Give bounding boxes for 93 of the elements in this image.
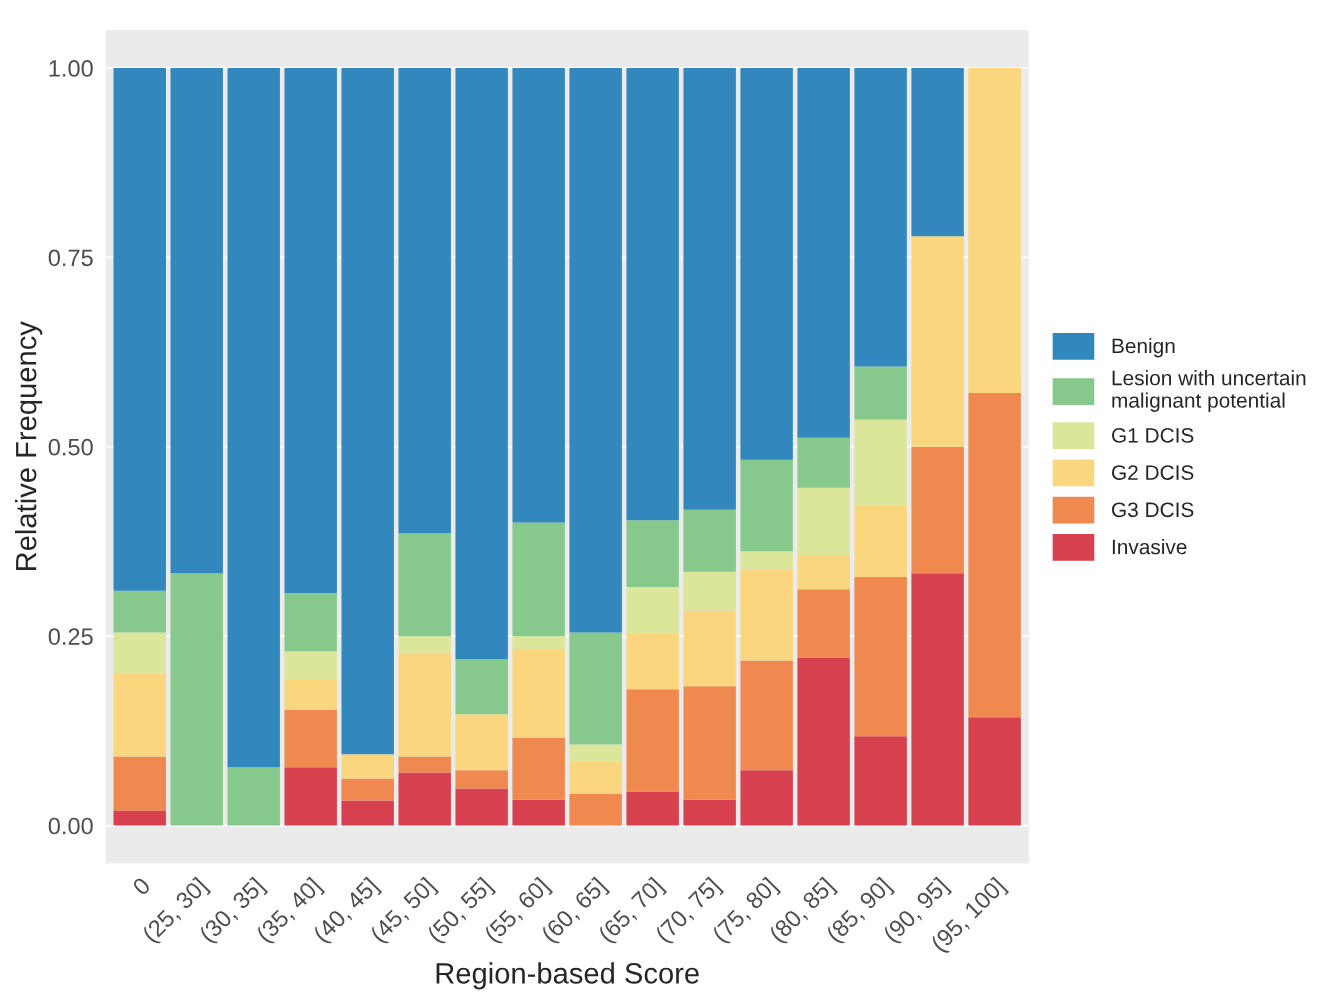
bar [113, 673, 166, 757]
bar [455, 714, 508, 771]
bar [512, 649, 565, 738]
legend-label: G1 DCIS [1112, 428, 1194, 443]
bar [398, 533, 451, 637]
bar [911, 446, 964, 574]
bar [341, 754, 394, 779]
bar [113, 756, 166, 811]
y-tick-label: 1.00 [49, 60, 93, 77]
bar [683, 509, 736, 572]
bar [911, 236, 964, 447]
bar [854, 419, 907, 506]
bar [797, 589, 850, 658]
bar [455, 658, 508, 715]
bar [740, 68, 793, 460]
x-tick-label: 0 [131, 876, 152, 897]
bar [797, 68, 850, 438]
bar [740, 660, 793, 771]
bar [683, 571, 736, 611]
bar [854, 366, 907, 420]
bar [341, 800, 394, 826]
bar [968, 717, 1021, 826]
bar [398, 68, 451, 534]
bar [569, 793, 622, 826]
legend-label: G2 DCIS [1112, 465, 1194, 480]
bar [854, 577, 907, 737]
bar [626, 520, 679, 587]
bar [113, 590, 166, 633]
y-tick-label: 0.00 [48, 817, 93, 835]
bar [341, 68, 394, 755]
bar [284, 709, 337, 768]
bar [968, 68, 1021, 393]
bar [740, 459, 793, 552]
y-tick-label: 0.25 [48, 628, 93, 645]
bar [398, 636, 451, 653]
bar [398, 772, 451, 826]
y-tick-label: 0.75 [48, 249, 93, 267]
bar [455, 770, 508, 789]
bar [854, 736, 907, 826]
bar [512, 636, 565, 650]
bar [626, 791, 679, 826]
bar [569, 68, 622, 633]
bar [569, 632, 622, 745]
y-axis-title: Relative Frequency [15, 321, 43, 571]
bar [113, 68, 166, 591]
legend-label: Benign [1112, 337, 1175, 358]
bar [398, 652, 451, 757]
bar [797, 657, 850, 826]
bar [626, 689, 679, 792]
bar [341, 778, 394, 801]
bar [797, 487, 850, 556]
bar [740, 551, 793, 569]
bar [284, 679, 337, 710]
bar [284, 592, 337, 652]
bar [284, 767, 337, 826]
bar [626, 68, 679, 521]
bar [398, 756, 451, 773]
bar [854, 505, 907, 578]
x-axis-title: Region-based Score [436, 962, 699, 990]
bar [740, 770, 793, 826]
bar [455, 788, 508, 826]
bar [455, 68, 508, 659]
bar [170, 68, 223, 574]
bar [284, 68, 337, 593]
bar [512, 522, 565, 637]
bar [968, 392, 1021, 718]
bar [170, 573, 223, 826]
bar [113, 632, 166, 674]
bar [512, 737, 565, 800]
bar [227, 767, 280, 826]
bar [911, 573, 964, 826]
bar [113, 810, 166, 826]
bar [512, 799, 565, 826]
legend-label: Invasive [1112, 539, 1187, 555]
bar [569, 761, 622, 794]
bar [626, 586, 679, 634]
bar [797, 555, 850, 590]
bar [797, 437, 850, 488]
bar [227, 68, 280, 768]
y-tick-label: 0.50 [48, 438, 93, 456]
bar [569, 744, 622, 762]
bar [740, 568, 793, 661]
bar [854, 68, 907, 367]
bar [512, 68, 565, 523]
bar [683, 610, 736, 687]
bar [911, 68, 964, 237]
legend-label: G3 DCIS [1112, 502, 1194, 518]
bar [284, 651, 337, 680]
bar [683, 799, 736, 826]
legend-label: Lesion with uncertain malignant potential [1112, 370, 1306, 412]
bar [683, 686, 736, 800]
bar [683, 68, 736, 510]
bar [626, 633, 679, 690]
